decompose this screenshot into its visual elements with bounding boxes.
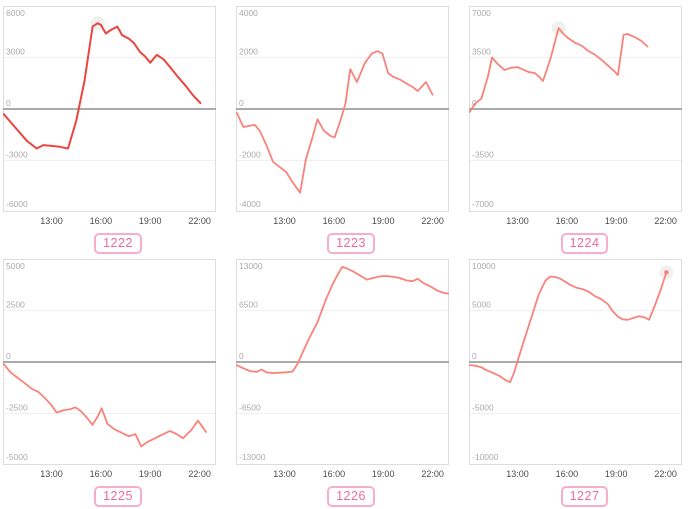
svg-text:19:00: 19:00: [139, 216, 162, 226]
chart-canvas-1226[interactable]: 13000 6500 0 -6500 -13000 13:00 16:00 19:00 22:0…: [235, 259, 450, 483]
svg-text:16:00: 16:00: [556, 469, 579, 479]
svg-text:-3000: -3000: [6, 150, 28, 160]
svg-text:13:00: 13:00: [506, 216, 529, 226]
svg-text:10000: 10000: [472, 261, 496, 271]
svg-text:6000: 6000: [6, 8, 25, 18]
svg-text:22:00: 22:00: [188, 469, 211, 479]
chart-id-badge-1226[interactable]: 1226: [327, 486, 375, 507]
svg-text:-6000: -6000: [6, 199, 28, 209]
svg-text:13:00: 13:00: [273, 469, 296, 479]
svg-text:22:00: 22:00: [654, 216, 677, 226]
svg-text:13:00: 13:00: [506, 469, 529, 479]
svg-text:2500: 2500: [6, 300, 25, 310]
chart-id-badge-1224[interactable]: 1224: [560, 233, 609, 254]
svg-text:-10000: -10000: [472, 452, 499, 462]
svg-text:-2000: -2000: [239, 150, 261, 160]
svg-text:3000: 3000: [6, 47, 25, 57]
chart-canvas-1227[interactable]: 10000 5000 0 -5000 -10000 13:00 16:00 19:00 22:0…: [468, 259, 682, 483]
svg-text:19:00: 19:00: [605, 216, 628, 226]
svg-text:19:00: 19:00: [372, 469, 395, 479]
svg-text:16:00: 16:00: [323, 469, 346, 479]
chart-id-badge-1225[interactable]: 1225: [94, 486, 142, 507]
chart-canvas-1223[interactable]: 4000 2000 0 -2000 -4000 13:00 16:00 19:00 22:00: [235, 6, 449, 230]
svg-text:16:00: 16:00: [556, 216, 579, 226]
chart-canvas-1222[interactable]: 6000 3000 0 -3000 -6000 13:00 16:00 19:00 22:00: [2, 6, 216, 230]
svg-text:4000: 4000: [239, 8, 258, 18]
chart-canvas-1225[interactable]: 5000 2500 0 -2500 -5000 13:00 16:00 19:00 22:00: [2, 259, 216, 483]
svg-text:13:00: 13:00: [40, 469, 63, 479]
chart-id-badge-1227[interactable]: 1227: [560, 486, 609, 507]
svg-text:7000: 7000: [472, 8, 491, 18]
svg-text:22:00: 22:00: [188, 216, 211, 226]
svg-text:-5000: -5000: [6, 452, 28, 462]
chart-cell-1224: 7000 3500 0 -3500 -7000 13:00 16:00 19:00 22:00 …: [466, 0, 700, 255]
svg-text:13000: 13000: [239, 261, 263, 271]
svg-text:6500: 6500: [239, 300, 258, 310]
svg-text:2000: 2000: [239, 47, 258, 57]
svg-text:16:00: 16:00: [90, 469, 113, 479]
chart-cell-1227: 10000 5000 0 -5000 -10000 13:00 16:00 19:00 22:0…: [466, 255, 700, 509]
chart-cell-1226: 13000 6500 0 -6500 -13000 13:00 16:00 19:00 22:0…: [233, 255, 466, 509]
svg-text:-6500: -6500: [239, 403, 261, 413]
svg-text:-4000: -4000: [239, 199, 261, 209]
svg-text:5000: 5000: [472, 300, 491, 310]
svg-text:22:00: 22:00: [421, 216, 444, 226]
svg-text:-5000: -5000: [472, 403, 494, 413]
svg-text:16:00: 16:00: [90, 216, 113, 226]
svg-text:0: 0: [239, 98, 244, 108]
svg-text:16:00: 16:00: [323, 216, 346, 226]
chart-id-badge-1222[interactable]: 1222: [94, 233, 142, 254]
svg-text:0: 0: [472, 351, 477, 361]
svg-text:-7000: -7000: [472, 199, 494, 209]
chart-cell-1223: 4000 2000 0 -2000 -4000 13:00 16:00 19:00 22:00 …: [233, 0, 466, 255]
svg-text:-13000: -13000: [239, 452, 266, 462]
svg-text:13:00: 13:00: [40, 216, 63, 226]
svg-text:19:00: 19:00: [605, 469, 628, 479]
svg-text:5000: 5000: [6, 261, 25, 271]
svg-text:0: 0: [6, 351, 11, 361]
svg-text:3500: 3500: [472, 47, 491, 57]
svg-text:19:00: 19:00: [372, 216, 395, 226]
chart-id-badge-1223[interactable]: 1223: [327, 233, 375, 254]
svg-text:19:00: 19:00: [139, 469, 162, 479]
svg-text:0: 0: [239, 351, 244, 361]
svg-text:22:00: 22:00: [654, 469, 677, 479]
svg-text:13:00: 13:00: [273, 216, 296, 226]
chart-cell-1222: 6000 3000 0 -3000 -6000 13:00 16:00 19:00 22:00 …: [0, 0, 233, 255]
chart-canvas-1224[interactable]: 7000 3500 0 -3500 -7000 13:00 16:00 19:00 22:00: [468, 6, 682, 230]
svg-text:22:00: 22:00: [421, 469, 444, 479]
chart-cell-1225: 5000 2500 0 -2500 -5000 13:00 16:00 19:00 22:00 …: [0, 255, 233, 509]
svg-text:0: 0: [6, 98, 11, 108]
svg-text:-3500: -3500: [472, 150, 494, 160]
svg-text:-2500: -2500: [6, 403, 28, 413]
